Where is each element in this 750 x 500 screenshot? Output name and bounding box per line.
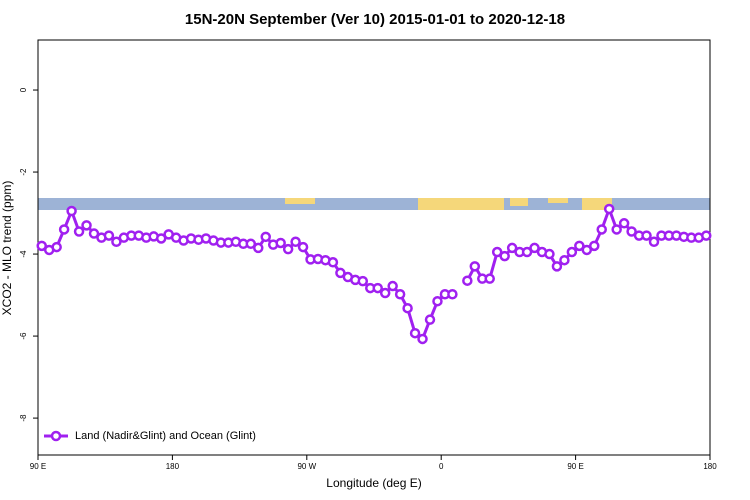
legend-marker (50, 430, 62, 442)
data-point (611, 224, 622, 235)
y-tick-label: -8 (19, 414, 28, 422)
data-line (41, 206, 453, 342)
chart-title: 15N-20N September (Ver 10) 2015-01-01 to… (185, 11, 565, 28)
data-point (275, 237, 286, 249)
data-point (245, 238, 257, 250)
data-point (379, 287, 391, 299)
y-tick-label: -6 (19, 332, 28, 340)
data-point (372, 282, 383, 294)
data-point (596, 224, 607, 235)
data-point (424, 314, 436, 325)
data-point (81, 220, 92, 231)
data-point (297, 241, 309, 253)
data-point (589, 240, 600, 252)
plot-frame (37, 39, 711, 456)
data-point (603, 203, 615, 215)
data-point (260, 231, 271, 243)
data-point (499, 250, 510, 262)
data-point (417, 333, 428, 345)
data-point (58, 224, 70, 235)
y-tick-label: -4 (19, 250, 28, 258)
data-point (447, 288, 458, 300)
data-point (51, 241, 62, 253)
data-point (484, 273, 495, 284)
data-point (290, 236, 301, 248)
data-point (506, 242, 518, 254)
data-point (387, 280, 398, 292)
data-point (88, 228, 100, 239)
x-axis-label: Longitude (deg E) (326, 476, 421, 490)
data-point (36, 240, 47, 252)
data-point (111, 236, 122, 248)
x-tick-label: 0 (439, 462, 444, 471)
data-point (357, 275, 369, 287)
data-point (491, 246, 503, 258)
x-tick-label: 180 (166, 462, 180, 471)
legend-label: Land (Nadir&Glint) and Ocean (Glint) (75, 430, 256, 442)
data-point (327, 257, 339, 268)
x-tick-label: 90 E (30, 462, 46, 471)
data-point (618, 218, 630, 229)
data-point (551, 261, 563, 272)
data-point (66, 205, 77, 217)
data-point (402, 302, 413, 314)
x-tick-label: 180 (703, 462, 717, 471)
map-strip (38, 198, 710, 210)
data-point (155, 233, 167, 244)
data-point (544, 248, 555, 260)
data-point (529, 242, 540, 254)
x-tick-label: 90 E (567, 462, 583, 471)
data-point (641, 230, 652, 241)
data-point (253, 242, 264, 254)
data-point (521, 246, 533, 258)
data-point (432, 295, 443, 307)
data-point (648, 236, 660, 248)
data-point (581, 244, 593, 256)
y-tick-label: -2 (19, 168, 28, 176)
data-point (103, 230, 115, 241)
x-tick-label: 90 W (297, 462, 316, 471)
data-point (282, 243, 294, 255)
data-point (335, 267, 346, 279)
data-point (469, 261, 481, 272)
data-point (701, 230, 712, 241)
data-point (559, 254, 570, 266)
data-point (394, 288, 406, 300)
y-tick-label: 0 (19, 87, 28, 92)
data-point (626, 226, 637, 237)
data-point (73, 226, 85, 237)
data-point (409, 327, 421, 339)
data-point (566, 246, 578, 258)
data-point (462, 275, 473, 286)
data-point (574, 240, 585, 252)
y-axis-label: XCO2 - MLO trend (ppm) (0, 181, 14, 316)
